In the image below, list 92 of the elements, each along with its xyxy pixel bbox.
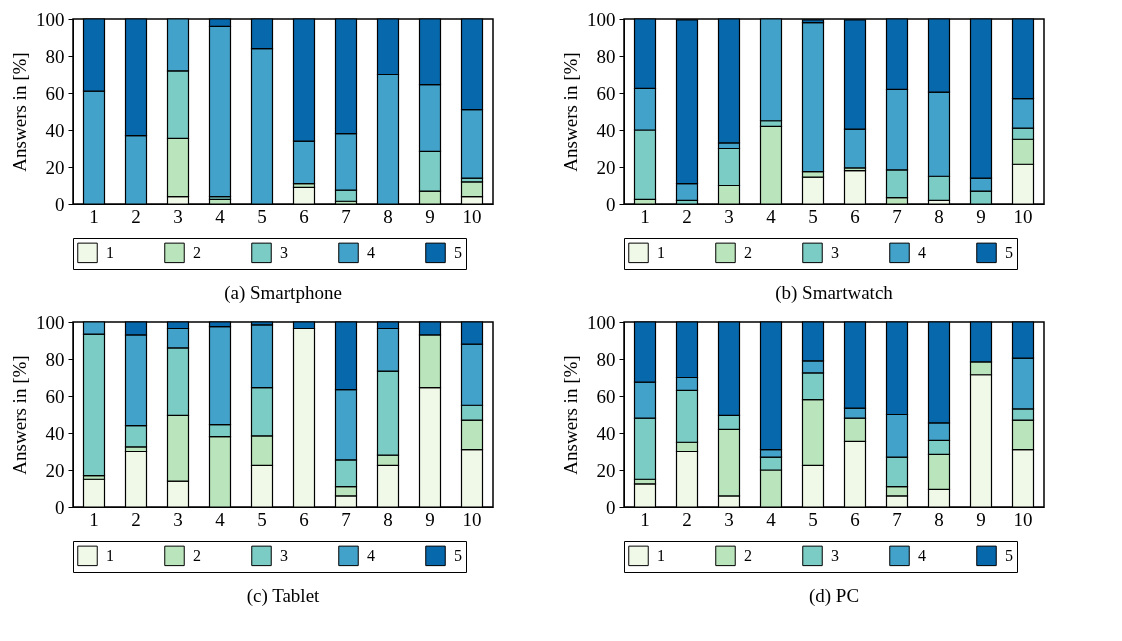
x-tick-label: 7 [341,508,351,530]
y-tick-label: 100 [587,8,616,30]
text: (b) Smartwatch [775,281,894,304]
text: (a) Smartphone [224,281,342,304]
y-tick-label: 20 [45,156,65,178]
y-axis-title: Answers in [%] [560,52,581,172]
y-tick-label: 0 [55,496,65,518]
legend-label: 4 [367,243,375,261]
legend-label: 2 [744,243,752,261]
x-tick-label: 5 [257,508,267,530]
legend-label: 5 [454,546,462,564]
legend-label: 1 [106,546,114,564]
legend-label: 1 [657,546,665,564]
legend-label: 3 [280,243,288,261]
x-tick-label: 4 [215,508,226,530]
x-tick-label: 7 [341,205,351,227]
y-tick-label: 0 [606,193,616,215]
x-tick-label: 9 [976,508,986,530]
x-tick-label: 5 [808,205,818,227]
x-tick-label: 2 [682,205,692,227]
x-tick-label: 5 [257,205,267,227]
y-tick-label: 40 [596,119,616,141]
legend-label: 4 [918,546,926,564]
x-tick-label: 6 [850,205,860,227]
y-tick-label: 60 [45,385,65,407]
x-tick-label: 9 [976,205,986,227]
y-tick-label: 60 [45,82,65,104]
x-tick-label: 10 [462,205,482,227]
x-tick-label: 3 [173,508,183,530]
y-tick-label: 80 [45,348,65,370]
x-tick-label: 3 [173,205,183,227]
y-axis-title: Answers in [%] [560,355,581,475]
y-tick-label: 80 [45,45,65,67]
x-tick-label: 8 [934,508,944,530]
x-tick-label: 8 [934,205,944,227]
y-tick-label: 40 [45,422,65,444]
legend-label: 2 [193,243,201,261]
legend-label: 3 [831,243,839,261]
x-tick-label: 10 [1013,205,1033,227]
y-axis-title: Answers in [%] [9,52,30,172]
x-tick-label: 10 [462,508,482,530]
y-tick-label: 100 [587,311,616,333]
legend-label: 5 [1005,546,1013,564]
x-tick-label: 1 [640,508,650,530]
legend-label: 4 [918,243,926,261]
legend-label: 4 [367,546,375,564]
x-tick-label: 1 [89,205,99,227]
x-tick-label: 6 [850,508,860,530]
legend-label: 2 [744,546,752,564]
x-tick-label: 7 [892,205,902,227]
x-tick-label: 10 [1013,508,1033,530]
legend-label: 1 [657,243,665,261]
legend-label: 3 [280,546,288,564]
x-tick-label: 7 [892,508,902,530]
legend-label: 5 [1005,243,1013,261]
y-tick-label: 80 [596,348,616,370]
x-tick-label: 6 [299,205,309,227]
x-tick-label: 4 [215,205,226,227]
x-tick-label: 2 [131,508,141,530]
legend-label: 3 [831,546,839,564]
x-tick-label: 5 [808,508,818,530]
x-tick-label: 4 [766,205,777,227]
y-tick-label: 100 [36,311,65,333]
x-tick-label: 2 [131,205,141,227]
y-tick-label: 0 [55,193,65,215]
x-tick-label: 1 [640,205,650,227]
y-tick-label: 80 [596,45,616,67]
legend-label: 5 [454,243,462,261]
x-tick-label: 8 [383,205,393,227]
y-tick-label: 100 [36,8,65,30]
x-tick-label: 3 [724,508,734,530]
x-tick-label: 3 [724,205,734,227]
y-tick-label: 60 [596,82,616,104]
text: (c) Tablet [246,584,321,607]
y-tick-label: 40 [45,119,65,141]
y-axis-title: Answers in [%] [9,355,30,475]
y-tick-label: 40 [596,422,616,444]
x-tick-label: 8 [383,508,393,530]
y-tick-label: 20 [45,459,65,481]
x-tick-label: 4 [766,508,777,530]
x-tick-label: 1 [89,508,99,530]
y-tick-label: 60 [596,385,616,407]
y-tick-label: 0 [606,496,616,518]
legend-label: 2 [193,546,201,564]
x-tick-label: 2 [682,508,692,530]
y-tick-label: 20 [596,459,616,481]
y-tick-label: 20 [596,156,616,178]
x-tick-label: 9 [425,205,435,227]
x-tick-label: 9 [425,508,435,530]
x-tick-label: 6 [299,508,309,530]
legend-label: 1 [106,243,114,261]
text: (d) PC [808,584,860,607]
